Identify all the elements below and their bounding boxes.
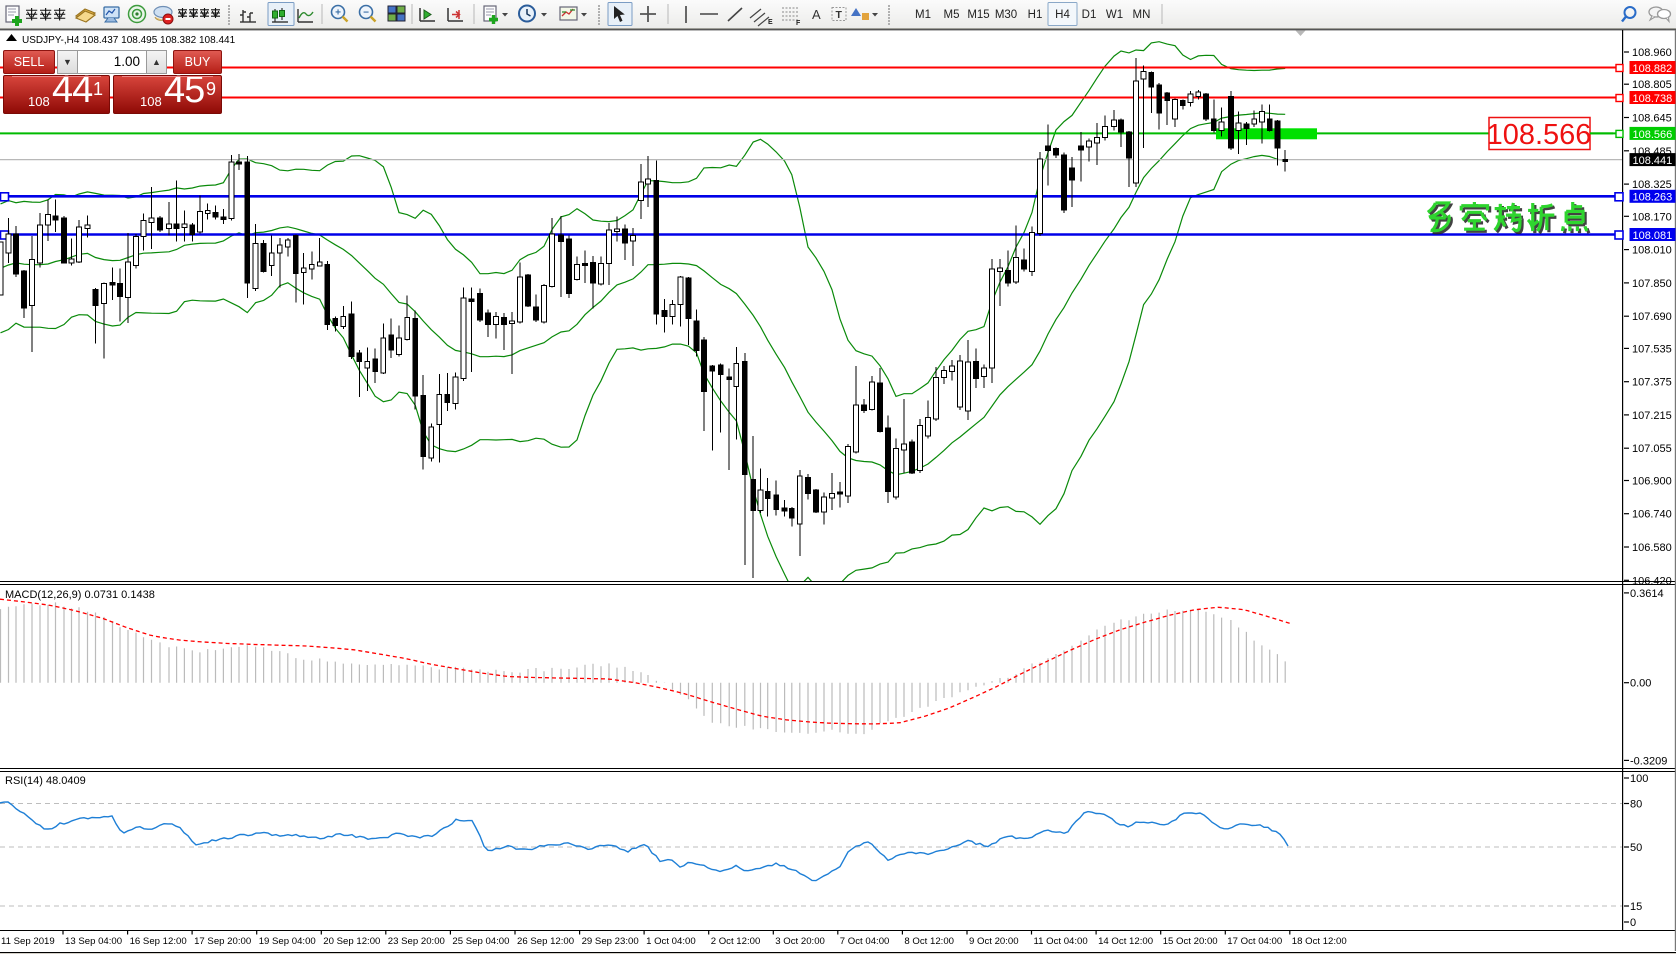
- svg-text:A: A: [812, 7, 821, 22]
- svg-text:107.535: 107.535: [1632, 343, 1672, 355]
- svg-text:50: 50: [1630, 842, 1642, 854]
- svg-text:29 Sep 23:00: 29 Sep 23:00: [582, 936, 639, 947]
- svg-text:19 Sep 04:00: 19 Sep 04:00: [259, 936, 316, 947]
- svg-text:106.420: 106.420: [1632, 575, 1672, 587]
- svg-text:108.882: 108.882: [1633, 63, 1673, 75]
- svg-text:16 Sep 12:00: 16 Sep 12:00: [130, 936, 187, 947]
- svg-text:MACD(12,26,9) 0.0731 0.1438: MACD(12,26,9) 0.0731 0.1438: [5, 589, 155, 601]
- svg-text:9 Oct 20:00: 9 Oct 20:00: [969, 936, 1019, 947]
- svg-text:0.00: 0.00: [1630, 678, 1651, 690]
- svg-text:107.055: 107.055: [1632, 443, 1672, 455]
- svg-text:108.566: 108.566: [1633, 129, 1673, 141]
- svg-text:108.081: 108.081: [1633, 230, 1673, 242]
- svg-text:80: 80: [1630, 799, 1642, 811]
- svg-text:8 Oct 12:00: 8 Oct 12:00: [904, 936, 954, 947]
- svg-text:108.263: 108.263: [1633, 192, 1673, 204]
- svg-text:107.850: 107.850: [1632, 278, 1672, 290]
- svg-text:14 Oct 12:00: 14 Oct 12:00: [1098, 936, 1153, 947]
- svg-text:108.325: 108.325: [1632, 179, 1672, 191]
- svg-text:108.566: 108.566: [1487, 119, 1592, 151]
- svg-text:17 Oct 04:00: 17 Oct 04:00: [1227, 936, 1282, 947]
- svg-text:0.3614: 0.3614: [1630, 588, 1664, 600]
- svg-text:0: 0: [1630, 917, 1636, 929]
- svg-text:D1: D1: [1082, 9, 1097, 21]
- svg-text:106.740: 106.740: [1632, 509, 1672, 521]
- svg-text:USDJPY-,H4 108.437 108.495 10: USDJPY-,H4 108.437 108.495 108.382 108.4…: [22, 35, 236, 46]
- svg-text:+: +: [335, 8, 341, 19]
- svg-text:100: 100: [1630, 773, 1648, 785]
- svg-text:13 Sep 04:00: 13 Sep 04:00: [65, 936, 122, 947]
- svg-text:W1: W1: [1106, 9, 1123, 21]
- svg-text:H1: H1: [1028, 9, 1043, 21]
- svg-text:-0.3209: -0.3209: [1630, 755, 1667, 767]
- svg-text:20 Sep 12:00: 20 Sep 12:00: [323, 936, 380, 947]
- svg-text:108.738: 108.738: [1633, 93, 1673, 105]
- svg-text:25 Sep 04:00: 25 Sep 04:00: [452, 936, 509, 947]
- svg-text:108.645: 108.645: [1632, 113, 1672, 125]
- svg-text:RSI(14) 48.0409: RSI(14) 48.0409: [5, 775, 86, 787]
- svg-text:7 Oct 04:00: 7 Oct 04:00: [840, 936, 890, 947]
- svg-text:108.441: 108.441: [1633, 155, 1673, 167]
- svg-text:23 Sep 20:00: 23 Sep 20:00: [388, 936, 445, 947]
- svg-text:107.375: 107.375: [1632, 377, 1672, 389]
- svg-text:106.580: 106.580: [1632, 542, 1672, 554]
- svg-text:108.170: 108.170: [1632, 211, 1672, 223]
- svg-text:17 Sep 20:00: 17 Sep 20:00: [194, 936, 251, 947]
- svg-text:E: E: [768, 19, 773, 26]
- svg-text:11 Sep 2019: 11 Sep 2019: [1, 936, 55, 947]
- svg-text:M5: M5: [944, 9, 960, 21]
- svg-text:26 Sep 12:00: 26 Sep 12:00: [517, 936, 574, 947]
- svg-text:−: −: [363, 8, 369, 19]
- svg-text:107.215: 107.215: [1632, 410, 1672, 422]
- svg-text:108.960: 108.960: [1632, 47, 1672, 59]
- svg-text:M1: M1: [915, 9, 931, 21]
- svg-text:M15: M15: [967, 9, 989, 21]
- svg-text:MN: MN: [1133, 9, 1151, 21]
- svg-text:M30: M30: [995, 9, 1017, 21]
- svg-text:108.805: 108.805: [1632, 79, 1672, 91]
- svg-text:T: T: [836, 9, 843, 21]
- svg-text:107.690: 107.690: [1632, 311, 1672, 323]
- svg-text:3 Oct 20:00: 3 Oct 20:00: [775, 936, 825, 947]
- svg-text:2 Oct 12:00: 2 Oct 12:00: [711, 936, 761, 947]
- svg-text:108.010: 108.010: [1632, 245, 1672, 257]
- svg-text:106.900: 106.900: [1632, 476, 1672, 488]
- svg-text:15: 15: [1630, 901, 1642, 913]
- svg-text:1 Oct 04:00: 1 Oct 04:00: [646, 936, 696, 947]
- svg-text:11 Oct 04:00: 11 Oct 04:00: [1034, 936, 1088, 947]
- svg-text:18 Oct 12:00: 18 Oct 12:00: [1292, 936, 1347, 947]
- svg-text:F: F: [796, 20, 801, 27]
- svg-text:15 Oct 20:00: 15 Oct 20:00: [1163, 936, 1218, 947]
- svg-text:H4: H4: [1055, 9, 1070, 21]
